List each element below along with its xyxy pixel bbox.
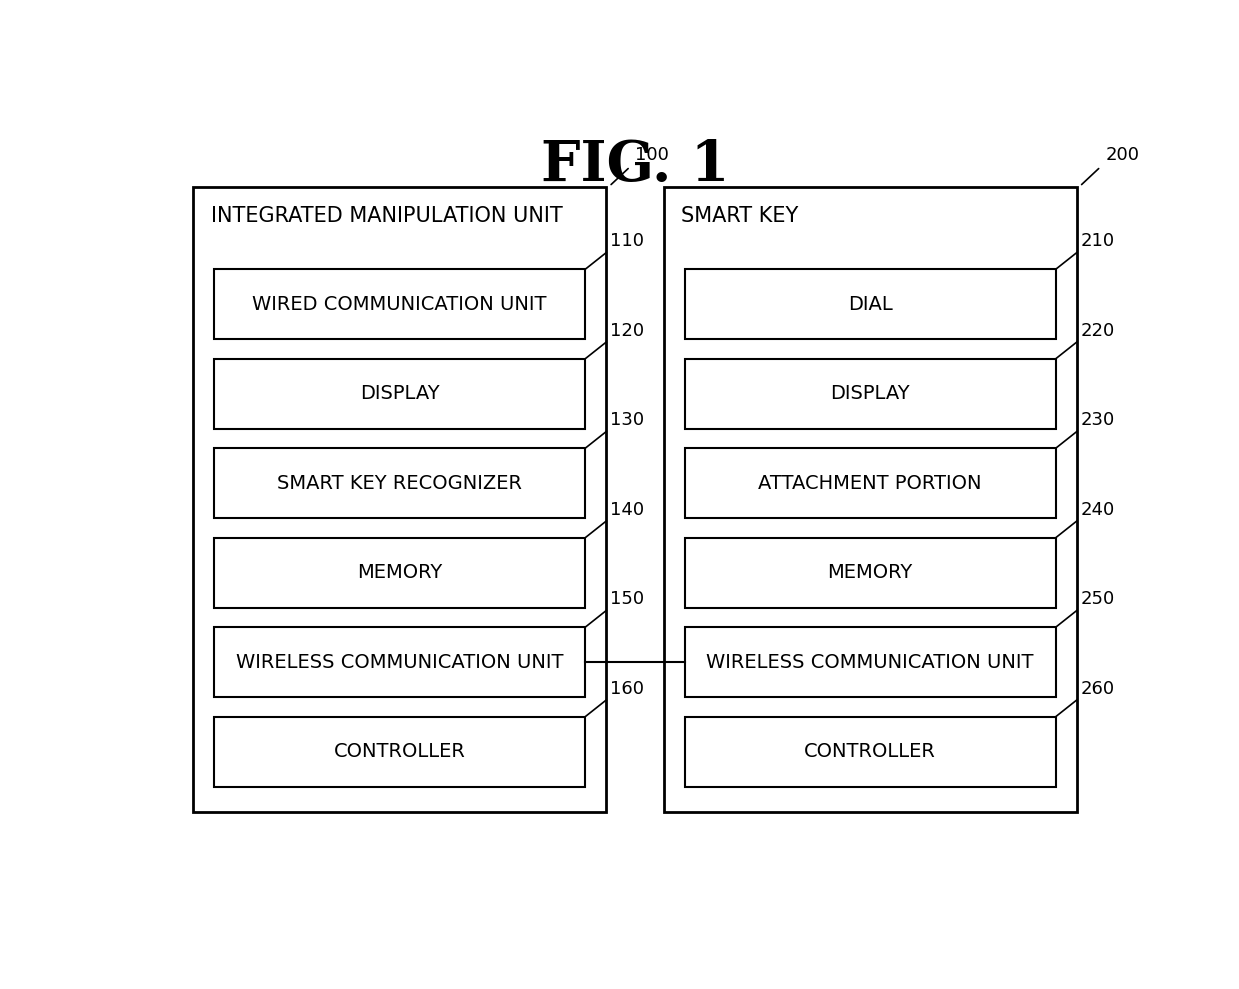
Bar xyxy=(685,359,1056,428)
Bar xyxy=(214,269,585,339)
Text: WIRELESS COMMUNICATION UNIT: WIRELESS COMMUNICATION UNIT xyxy=(706,653,1035,672)
Text: CONTROLLER: CONTROLLER xyxy=(804,742,937,762)
Text: 160: 160 xyxy=(610,679,644,698)
Text: DISPLAY: DISPLAY xyxy=(359,385,440,404)
Text: 140: 140 xyxy=(610,500,644,519)
Text: WIRED COMMUNICATION UNIT: WIRED COMMUNICATION UNIT xyxy=(253,295,546,314)
Text: MEMORY: MEMORY xyxy=(828,564,913,583)
Text: 130: 130 xyxy=(610,411,644,429)
Text: 250: 250 xyxy=(1080,590,1115,608)
Text: SMART KEY RECOGNIZER: SMART KEY RECOGNIZER xyxy=(278,474,522,493)
Text: CONTROLLER: CONTROLLER xyxy=(333,742,466,762)
Text: 110: 110 xyxy=(610,232,644,250)
Bar xyxy=(214,717,585,786)
Bar xyxy=(193,187,606,812)
Text: ATTACHMENT PORTION: ATTACHMENT PORTION xyxy=(758,474,983,493)
Text: INTEGRATED MANIPULATION UNIT: INTEGRATED MANIPULATION UNIT xyxy=(211,207,563,226)
Bar xyxy=(214,538,585,607)
Text: 230: 230 xyxy=(1080,411,1115,429)
Text: 200: 200 xyxy=(1105,146,1140,164)
Bar xyxy=(214,448,585,518)
Bar xyxy=(685,448,1056,518)
Text: DIAL: DIAL xyxy=(847,295,892,314)
Text: 220: 220 xyxy=(1080,321,1115,340)
Text: 240: 240 xyxy=(1080,500,1115,519)
Bar xyxy=(214,627,585,697)
Bar xyxy=(685,538,1056,607)
Bar xyxy=(685,717,1056,786)
Text: 260: 260 xyxy=(1080,679,1115,698)
Bar xyxy=(685,627,1056,697)
Text: MEMORY: MEMORY xyxy=(357,564,442,583)
Text: 210: 210 xyxy=(1080,232,1115,250)
Bar xyxy=(214,359,585,428)
Text: 150: 150 xyxy=(610,590,644,608)
Text: SMART KEY: SMART KEY xyxy=(681,207,798,226)
Text: FIG. 1: FIG. 1 xyxy=(540,137,730,193)
Bar xyxy=(685,269,1056,339)
Text: DISPLAY: DISPLAY xyxy=(830,385,911,404)
Text: 100: 100 xyxy=(636,146,669,164)
Text: WIRELESS COMMUNICATION UNIT: WIRELESS COMMUNICATION UNIT xyxy=(235,653,564,672)
Text: 120: 120 xyxy=(610,321,644,340)
Bar xyxy=(664,187,1077,812)
